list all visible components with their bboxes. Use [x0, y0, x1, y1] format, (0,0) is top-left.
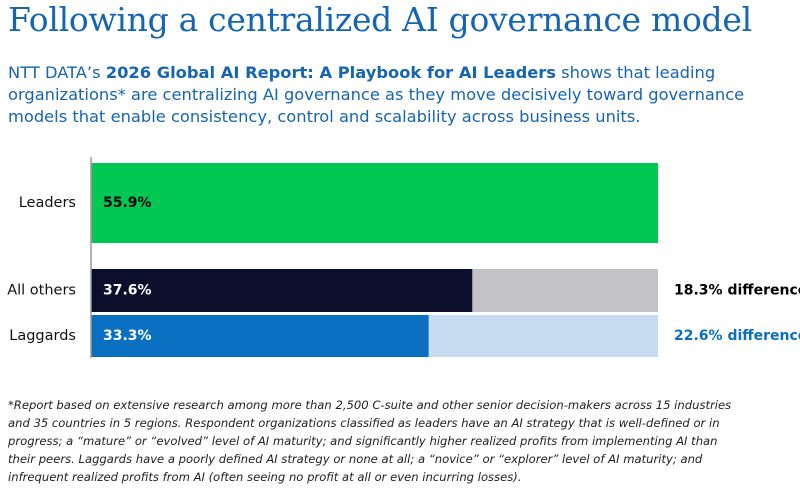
bar-segment — [91, 163, 658, 243]
chart-title: Following a centralized AI governance mo… — [8, 0, 752, 39]
report-name: 2026 Global AI Report: A Playbook for AI… — [105, 63, 556, 82]
category-label: All others — [7, 283, 76, 299]
bar-segment — [91, 315, 429, 357]
subtitle: NTT DATA’s 2026 Global AI Report: A Play… — [8, 62, 798, 128]
value-label: 55.9% — [103, 195, 152, 211]
chart: Leaders 55.9% All others 37.6% 18.3% differe… — [7, 157, 800, 358]
bar-segment — [472, 269, 658, 312]
subtitle-text: shows that leading organizations* are ce… — [8, 63, 745, 126]
difference-label: 22.6% difference — [674, 328, 800, 344]
bar-segment — [91, 269, 473, 312]
subtitle-text: NTT DATA’s — [8, 63, 106, 82]
bar-segment — [428, 315, 658, 357]
value-label: 33.3% — [103, 328, 152, 344]
value-label: 37.6% — [103, 283, 152, 299]
category-label: Laggards — [9, 328, 76, 344]
category-label: Leaders — [19, 195, 76, 211]
footnote: *Report based on extensive research amon… — [8, 398, 732, 484]
difference-label: 18.3% difference — [674, 283, 800, 299]
